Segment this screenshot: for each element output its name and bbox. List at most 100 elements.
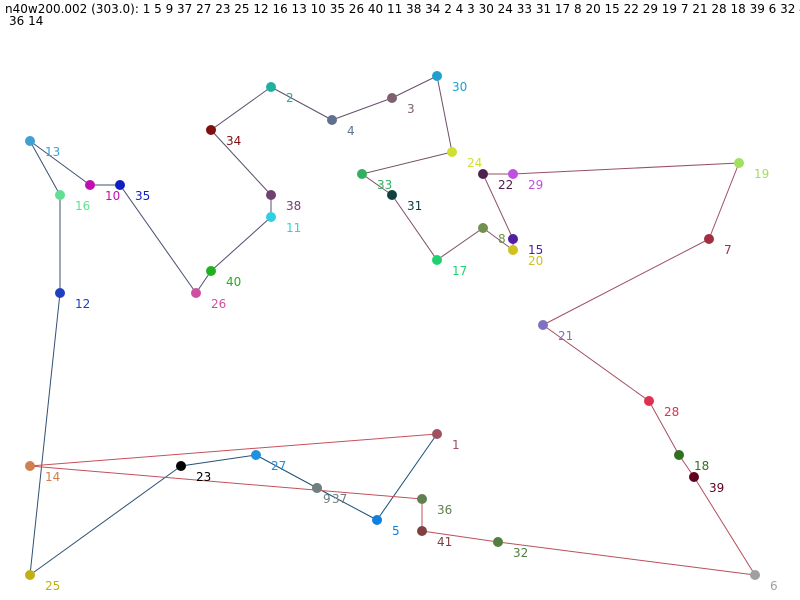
city-label: 14	[45, 470, 60, 484]
city-node	[206, 125, 216, 135]
city-label: 36	[437, 503, 452, 517]
city-label: 18	[694, 459, 709, 473]
tour-edge	[436, 75, 453, 153]
city-label: 33	[377, 178, 392, 192]
city-node	[55, 288, 65, 298]
tour-edge	[436, 227, 484, 261]
tour-edge	[210, 216, 272, 272]
city-node	[25, 136, 35, 146]
tour-edge	[29, 465, 182, 576]
city-node	[387, 190, 397, 200]
city-label: 22	[498, 178, 513, 192]
city-label: 38	[286, 199, 301, 213]
city-node	[508, 245, 518, 255]
city-label: 10	[105, 189, 120, 203]
city-label: 6	[770, 579, 778, 593]
city-node	[372, 515, 382, 525]
tour-edge	[270, 86, 333, 121]
city-label: 5	[392, 524, 400, 538]
city-node	[644, 396, 654, 406]
city-node	[25, 570, 35, 580]
city-label: 27	[271, 459, 286, 473]
city-label: 31	[407, 199, 422, 213]
city-node	[55, 190, 65, 200]
city-node	[387, 93, 397, 103]
city-label: 28	[664, 405, 679, 419]
city-node	[432, 429, 442, 439]
city-node	[115, 180, 125, 190]
tour-edge	[648, 400, 680, 456]
tour-edge	[29, 140, 91, 186]
tour-edge	[361, 173, 393, 196]
city-label: 20	[528, 254, 543, 268]
tour-edge	[482, 227, 514, 251]
city-node	[85, 180, 95, 190]
city-label: 23	[196, 470, 211, 484]
tour-edge	[482, 173, 514, 240]
city-label: 21	[558, 329, 573, 343]
city-label: 40	[226, 275, 241, 289]
tour-edge	[376, 433, 438, 521]
city-label: 1	[452, 438, 460, 452]
tour-edge	[210, 129, 272, 196]
tour-edge	[497, 541, 756, 576]
tour-edge	[316, 487, 378, 521]
city-label: 16	[75, 199, 90, 213]
tour-edge	[421, 530, 499, 543]
city-label: 3	[407, 102, 415, 116]
city-node	[447, 147, 457, 157]
tour-edge	[693, 476, 756, 576]
city-label: 9	[323, 492, 331, 506]
tour-edge	[29, 292, 61, 576]
city-label: 19	[754, 167, 769, 181]
city-node	[206, 266, 216, 276]
title-line: 36 14	[9, 14, 43, 28]
city-node	[357, 169, 367, 179]
city-node	[750, 570, 760, 580]
city-node	[191, 288, 201, 298]
city-label: 39	[709, 481, 724, 495]
city-label: 25	[45, 579, 60, 593]
city-node	[538, 320, 548, 330]
city-label: 35	[135, 189, 150, 203]
tour-edge	[29, 465, 423, 500]
city-label: 15	[528, 243, 543, 257]
city-label: 29	[528, 178, 543, 192]
city-label: 13	[45, 145, 60, 159]
tour-edge	[361, 151, 453, 175]
city-node	[266, 82, 276, 92]
tour-edge	[512, 162, 740, 175]
tour-edge	[119, 184, 197, 294]
tour-edge	[255, 454, 318, 489]
city-node	[251, 450, 261, 460]
city-label: 7	[724, 243, 732, 257]
city-node	[508, 169, 518, 179]
city-node	[478, 223, 488, 233]
city-label: 8	[498, 232, 506, 246]
tour-edge	[29, 433, 438, 467]
tour-edge	[391, 75, 438, 99]
city-node	[312, 483, 322, 493]
city-label: 37	[332, 492, 347, 506]
city-label: 34	[226, 134, 241, 148]
city-node	[674, 450, 684, 460]
tour-edge	[331, 97, 393, 121]
city-node	[327, 115, 337, 125]
city-label: 4	[347, 124, 355, 138]
tour-edge	[391, 194, 438, 261]
city-node	[266, 190, 276, 200]
title-line: n40w200.002 (303.0): 1 5 9 37 27 23 25 1…	[5, 2, 800, 16]
city-label: 17	[452, 264, 467, 278]
tour-edge	[542, 324, 650, 402]
city-node	[417, 526, 427, 536]
city-node	[432, 71, 442, 81]
city-label: 11	[286, 221, 301, 235]
city-node	[432, 255, 442, 265]
tour-edge	[180, 454, 257, 467]
tour-edge	[542, 238, 710, 326]
city-label: 24	[467, 156, 482, 170]
tour-edge	[29, 140, 61, 196]
city-label: 41	[437, 535, 452, 549]
city-label: 2	[286, 91, 294, 105]
